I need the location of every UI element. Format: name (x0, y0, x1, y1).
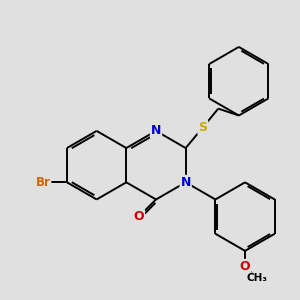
Text: O: O (134, 210, 144, 223)
Text: S: S (198, 121, 207, 134)
Text: N: N (181, 176, 191, 189)
Text: CH₃: CH₃ (247, 273, 268, 283)
Text: N: N (151, 124, 161, 137)
Text: Br: Br (35, 176, 50, 189)
Text: O: O (240, 260, 250, 273)
